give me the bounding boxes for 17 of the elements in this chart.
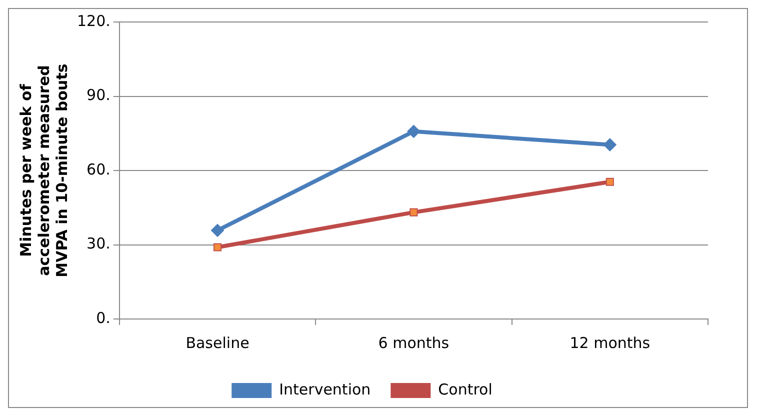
legend-label: Intervention — [279, 380, 371, 398]
y-tick-label: 120. — [76, 12, 110, 30]
x-tick-label: 6 months — [378, 334, 450, 352]
x-tick-label: 12 months — [570, 334, 650, 352]
point — [410, 208, 418, 216]
y-tick-label: 30. — [86, 234, 110, 253]
point — [211, 224, 224, 237]
point — [213, 243, 222, 252]
point — [606, 178, 614, 186]
legend-label: Control — [438, 380, 492, 398]
y-tick-label: 60. — [86, 160, 110, 178]
y-axis-title: Minutes per week of accelerometer measured MVPA in 10-minute bouts — [16, 64, 71, 278]
point — [407, 124, 420, 138]
x-tick-label: Baseline — [186, 334, 250, 352]
point — [603, 138, 616, 152]
y-tick-label: 0. — [96, 308, 110, 327]
y-tick-label: 90. — [86, 86, 110, 104]
